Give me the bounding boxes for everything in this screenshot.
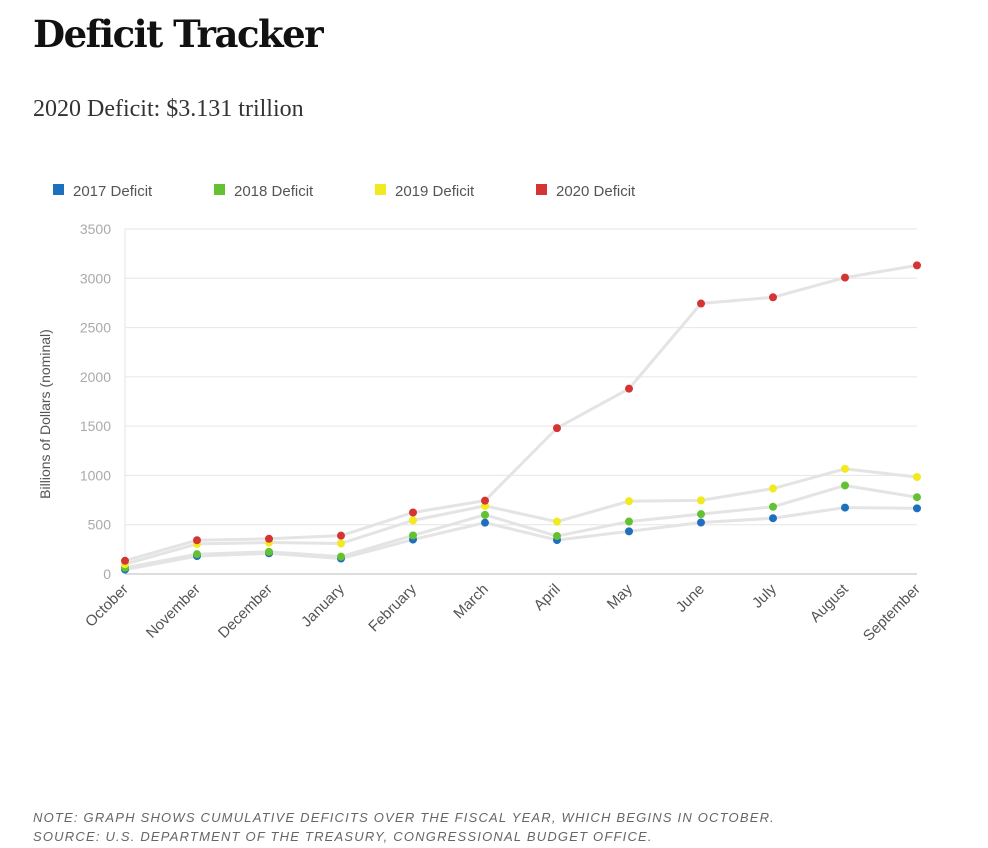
data-point-2020-deficit[interactable] [193,536,201,545]
data-point-2018-deficit[interactable] [769,502,777,511]
data-point-2020-deficit[interactable] [553,424,561,433]
legend-swatch [536,184,547,195]
data-point-2020-deficit[interactable] [913,261,921,270]
data-point-2017-deficit[interactable] [769,514,777,523]
data-point-2020-deficit[interactable] [337,531,345,540]
data-point-2020-deficit[interactable] [409,508,417,517]
y-tick-label: 2000 [80,369,111,385]
source-text: SOURCE: U.S. DEPARTMENT OF THE TREASURY,… [33,829,653,844]
y-axis-title: Billions of Dollars (nominal) [37,329,53,499]
chart-grid [124,228,917,575]
y-axis-ticks: 0 500 1000 1500 2000 2500 3000 3500 [80,221,111,582]
y-tick-label: 3500 [80,221,111,237]
legend-item-2020-deficit[interactable]: 2020 Deficit [536,183,636,200]
x-tick-label: May [604,580,636,612]
data-point-2017-deficit[interactable] [841,503,849,512]
y-tick-label: 500 [88,517,112,533]
page-title: Deficit Tracker [33,12,324,56]
data-point-2019-deficit[interactable] [913,473,921,482]
data-point-2019-deficit[interactable] [769,484,777,493]
data-point-2018-deficit[interactable] [841,481,849,490]
data-point-2019-deficit[interactable] [625,497,633,506]
y-tick-label: 2500 [80,320,111,336]
legend-item-2019-deficit[interactable]: 2019 Deficit [375,183,475,200]
series-lines [123,263,919,572]
data-point-2020-deficit[interactable] [841,273,849,282]
legend-swatch [214,184,225,195]
series-line-2019-deficit [123,467,919,566]
data-point-2020-deficit[interactable] [481,496,489,505]
data-point-2018-deficit[interactable] [625,517,633,526]
y-tick-label: 0 [103,566,111,582]
data-point-2018-deficit[interactable] [409,531,417,540]
x-tick-label: April [531,581,564,614]
data-point-2017-deficit[interactable] [481,518,489,527]
x-tick-label: January [298,580,348,630]
x-tick-label: September [860,581,924,645]
data-point-2018-deficit[interactable] [553,532,561,541]
data-point-2020-deficit[interactable] [697,299,705,308]
deficit-line-chart: 2017 Deficit 2018 Deficit 2019 Deficit 2020… [37,183,924,645]
data-point-2019-deficit[interactable] [841,464,849,473]
data-point-2020-deficit[interactable] [769,293,777,302]
y-tick-label: 1000 [80,467,111,483]
data-point-2018-deficit[interactable] [193,550,201,559]
legend-swatch [375,184,386,195]
chart-legend[interactable]: 2017 Deficit 2018 Deficit 2019 Deficit 2020… [53,183,636,200]
x-axis-ticks: October November December January February Ma… [82,580,924,644]
legend-label: 2018 Deficit [234,183,314,200]
chart-note: NOTE: GRAPH SHOWS CUMULATIVE DEFICITS OV… [33,808,775,846]
data-point-2019-deficit[interactable] [337,539,345,548]
y-tick-label: 1500 [80,418,111,434]
x-tick-label: June [673,581,708,616]
data-point-2017-deficit[interactable] [913,504,921,513]
data-point-2018-deficit[interactable] [481,510,489,519]
data-point-2020-deficit[interactable] [265,534,273,543]
x-tick-label: October [82,581,132,631]
data-point-2020-deficit[interactable] [121,556,129,565]
data-point-2019-deficit[interactable] [553,517,561,526]
deficit-subtitle: 2020 Deficit: $3.131 trillion [33,96,304,122]
data-point-2018-deficit[interactable] [913,493,921,502]
x-tick-label: August [807,580,853,626]
series-line-2020-deficit [123,263,919,563]
series-line-2018-deficit [123,483,919,570]
data-point-2019-deficit[interactable] [697,496,705,505]
data-point-2017-deficit[interactable] [625,527,633,536]
legend-item-2017-deficit[interactable]: 2017 Deficit [53,183,153,200]
note-text: NOTE: GRAPH SHOWS CUMULATIVE DEFICITS OV… [33,810,775,825]
legend-label: 2017 Deficit [73,183,153,200]
legend-label: 2020 Deficit [556,183,636,200]
legend-swatch [53,184,64,195]
x-tick-label: February [365,580,420,635]
legend-label: 2019 Deficit [395,183,475,200]
data-point-2018-deficit[interactable] [265,547,273,556]
data-point-2017-deficit[interactable] [697,518,705,527]
data-point-2020-deficit[interactable] [625,384,633,393]
x-tick-label: March [450,581,491,622]
data-point-2019-deficit[interactable] [409,516,417,525]
data-point-2018-deficit[interactable] [337,552,345,561]
y-tick-label: 3000 [80,270,111,286]
data-point-2018-deficit[interactable] [697,510,705,519]
series-points[interactable] [121,261,921,574]
series-line-2017-deficit [123,506,919,572]
x-tick-label: November [143,581,204,642]
x-tick-label: December [215,581,276,642]
legend-item-2018-deficit[interactable]: 2018 Deficit [214,183,314,200]
x-tick-label: July [749,580,780,611]
